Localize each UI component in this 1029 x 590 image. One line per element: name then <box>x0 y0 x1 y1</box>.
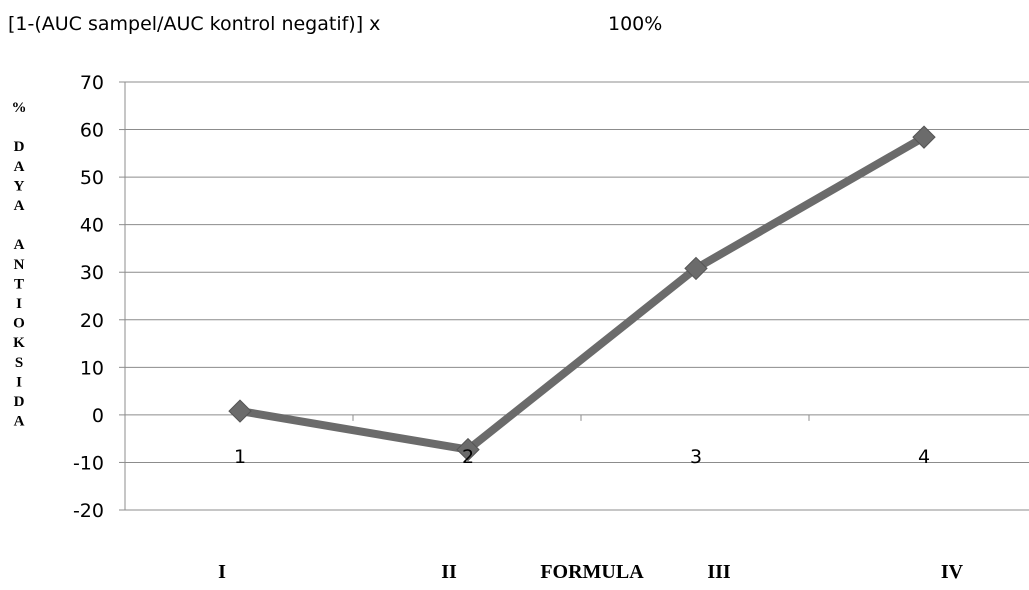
y-label-char: D <box>14 394 25 410</box>
data-point-marker <box>456 437 480 462</box>
y-label-char: N <box>14 257 25 273</box>
y-label-char: A <box>14 414 25 430</box>
formula-label: I <box>218 561 226 583</box>
y-label-char: A <box>14 159 25 175</box>
y-tick-label: 30 <box>80 262 104 284</box>
y-label-char: A <box>14 198 25 214</box>
y-tick-label: 10 <box>80 357 104 379</box>
y-tick-label: 40 <box>80 215 104 237</box>
y-label-char: T <box>14 276 24 292</box>
y-label-char: I <box>16 374 22 390</box>
y-tick-labels: 70 60 50 40 30 20 10 0 -10 -20 <box>73 72 104 522</box>
x-axis-label: FORMULA <box>540 561 644 583</box>
y-tick-label: 60 <box>80 120 104 142</box>
formula-labels: I II III IV <box>218 561 964 583</box>
y-tick-label: 70 <box>80 72 104 94</box>
formula-label: II <box>441 561 457 583</box>
formula-text: [1-(AUC sampel/AUC kontrol negatif)] x <box>8 13 380 35</box>
y-label-char: O <box>13 316 25 332</box>
gridlines <box>125 81 1029 511</box>
x-category-label: 4 <box>918 446 930 468</box>
data-point-marker <box>684 256 708 281</box>
y-tick-label: -20 <box>73 500 104 522</box>
x-category-label: 2 <box>462 446 474 468</box>
y-tick-label: 50 <box>80 167 104 189</box>
x-category-labels: 1 2 3 4 <box>234 446 930 468</box>
y-tick-label: 20 <box>80 310 104 332</box>
data-point-marker <box>912 125 936 149</box>
x-category-label: 3 <box>690 446 702 468</box>
y-label-char: A <box>14 237 25 253</box>
y-label-char: D <box>14 139 25 155</box>
formula-label: III <box>707 561 731 583</box>
formula-percent: 100% <box>608 13 662 35</box>
axes <box>119 81 1029 511</box>
y-label-char: % <box>12 100 27 116</box>
series-line-path <box>236 133 928 454</box>
y-tick-label: 0 <box>92 405 104 427</box>
formula-label: IV <box>941 561 964 583</box>
series-line <box>228 125 936 462</box>
y-label-char: S <box>15 355 23 371</box>
y-label-char: Y <box>14 178 25 194</box>
data-point-marker <box>228 399 252 423</box>
y-label-char: I <box>16 296 22 312</box>
x-category-label: 1 <box>234 446 246 468</box>
y-tick-label: -10 <box>73 452 104 474</box>
y-label-char: K <box>13 335 25 351</box>
